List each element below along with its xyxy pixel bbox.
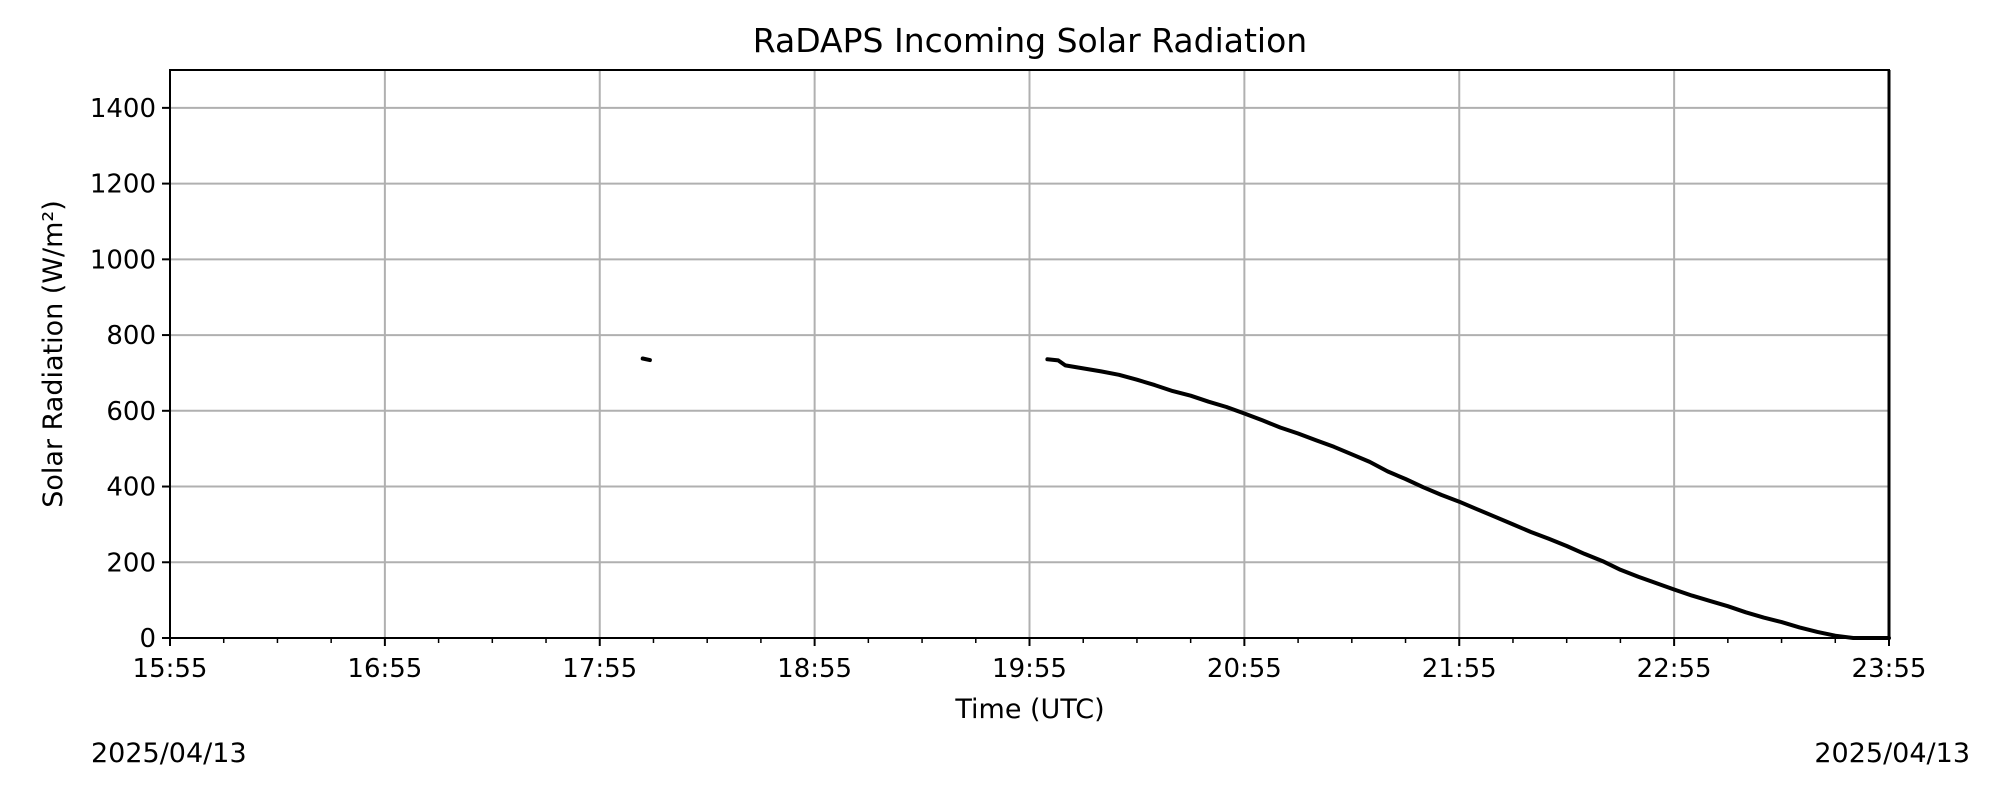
series-segment: [1045, 357, 1891, 640]
y-tick-label: 1200: [90, 170, 156, 200]
x-tick-label: 23:55: [1852, 654, 1927, 684]
end-date-label: 2025/04/13: [1814, 738, 1970, 769]
y-axis-label: Solar Radiation (W/m²): [38, 200, 69, 508]
x-tick-label: 15:55: [133, 654, 208, 684]
x-tick-label: 20:55: [1207, 654, 1282, 684]
x-tick-label: 19:55: [992, 654, 1067, 684]
y-tick-label: 400: [106, 473, 156, 503]
y-tick-label: 600: [106, 397, 156, 427]
x-tick-label: 18:55: [777, 654, 852, 684]
x-tick-label: 22:55: [1637, 654, 1712, 684]
y-tick-label: 0: [139, 624, 156, 654]
y-tick-label: 1400: [90, 94, 156, 124]
chart-title: RaDAPS Incoming Solar Radiation: [753, 21, 1307, 60]
x-tick-label: 16:55: [347, 654, 422, 684]
x-axis-label: Time (UTC): [954, 694, 1104, 725]
y-axis-ticks: 0 200 400 600 800 1000 1200 1400: [90, 94, 170, 654]
y-tick-label: 1000: [90, 245, 156, 275]
y-tick-label: 800: [106, 321, 156, 351]
series-line: [640, 356, 1891, 640]
x-tick-label: 21:55: [1422, 654, 1497, 684]
x-axis-ticks: 15:55 16:55 17:55 18:55 19:55 20:55 21:55 22:55…: [133, 638, 1927, 684]
series-segment: [640, 356, 652, 363]
x-tick-label: 17:55: [562, 654, 637, 684]
grid-lines: [170, 70, 1889, 638]
y-tick-label: 200: [106, 548, 156, 578]
start-date-label: 2025/04/13: [91, 738, 247, 769]
